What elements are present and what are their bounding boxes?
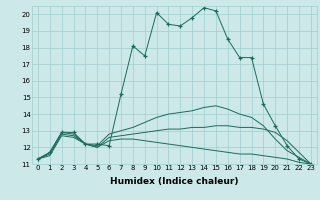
X-axis label: Humidex (Indice chaleur): Humidex (Indice chaleur) (110, 177, 239, 186)
